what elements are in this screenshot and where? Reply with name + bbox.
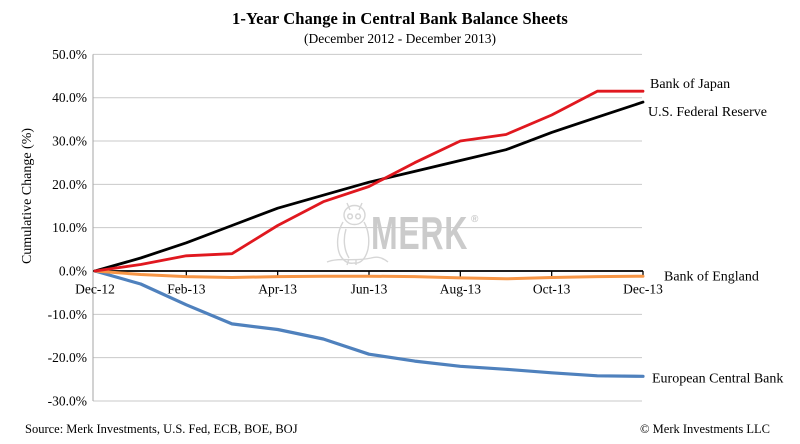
y-tick-label: 30.0% <box>52 134 87 149</box>
series-line-bank-of-japan <box>93 89 645 273</box>
series-line-european-central-bank <box>93 269 645 378</box>
y-tick-label: 10.0% <box>52 220 87 235</box>
owl-icon <box>326 256 389 263</box>
owl-icon <box>346 258 357 266</box>
series-label-u-s-federal-reserve: U.S. Federal Reserve <box>648 105 767 120</box>
watermark-registered-mark: ® <box>471 214 479 225</box>
watermark-text: MERK <box>371 207 468 259</box>
owl-icon <box>336 221 370 264</box>
y-tick-label: 0.0% <box>59 264 87 279</box>
owl-icon <box>343 204 366 226</box>
series-label-european-central-bank: European Central Bank <box>652 371 783 386</box>
y-axis-title: Cumulative Change (%) <box>20 128 35 264</box>
x-tick-label: Apr-13 <box>258 282 297 297</box>
x-tick-label: Feb-13 <box>167 282 205 297</box>
owl-icon <box>343 228 350 259</box>
x-tick-label: Dec-13 <box>623 282 663 297</box>
chart-subtitle: (December 2012 - December 2013) <box>304 31 496 46</box>
source-text: Source: Merk Investments, U.S. Fed, ECB,… <box>25 422 298 436</box>
owl-icon <box>346 213 362 220</box>
y-tick-label: -20.0% <box>48 350 87 365</box>
series-line-u-s-federal-reserve <box>93 100 645 273</box>
series-line-bank-of-england <box>93 269 645 281</box>
y-tick-label: -30.0% <box>48 393 87 408</box>
merk-logo-watermark <box>326 202 389 266</box>
y-tick-label: 20.0% <box>52 177 87 192</box>
series-label-bank-of-japan: Bank of Japan <box>650 77 730 92</box>
y-tick-label: 40.0% <box>52 90 87 105</box>
y-tick-label: -10.0% <box>48 307 87 322</box>
y-tick-label: 50.0% <box>52 47 87 62</box>
series-label-bank-of-england: Bank of England <box>664 270 759 285</box>
x-tick-label: Aug-13 <box>440 282 481 297</box>
chart-title: 1-Year Change in Central Bank Balance Sh… <box>232 9 568 28</box>
x-tick-label: Jun-13 <box>351 282 388 297</box>
x-tick-label: Dec-12 <box>75 282 115 297</box>
copyright-text: © Merk Investments LLC <box>640 422 770 436</box>
x-tick-label: Oct-13 <box>533 282 571 297</box>
